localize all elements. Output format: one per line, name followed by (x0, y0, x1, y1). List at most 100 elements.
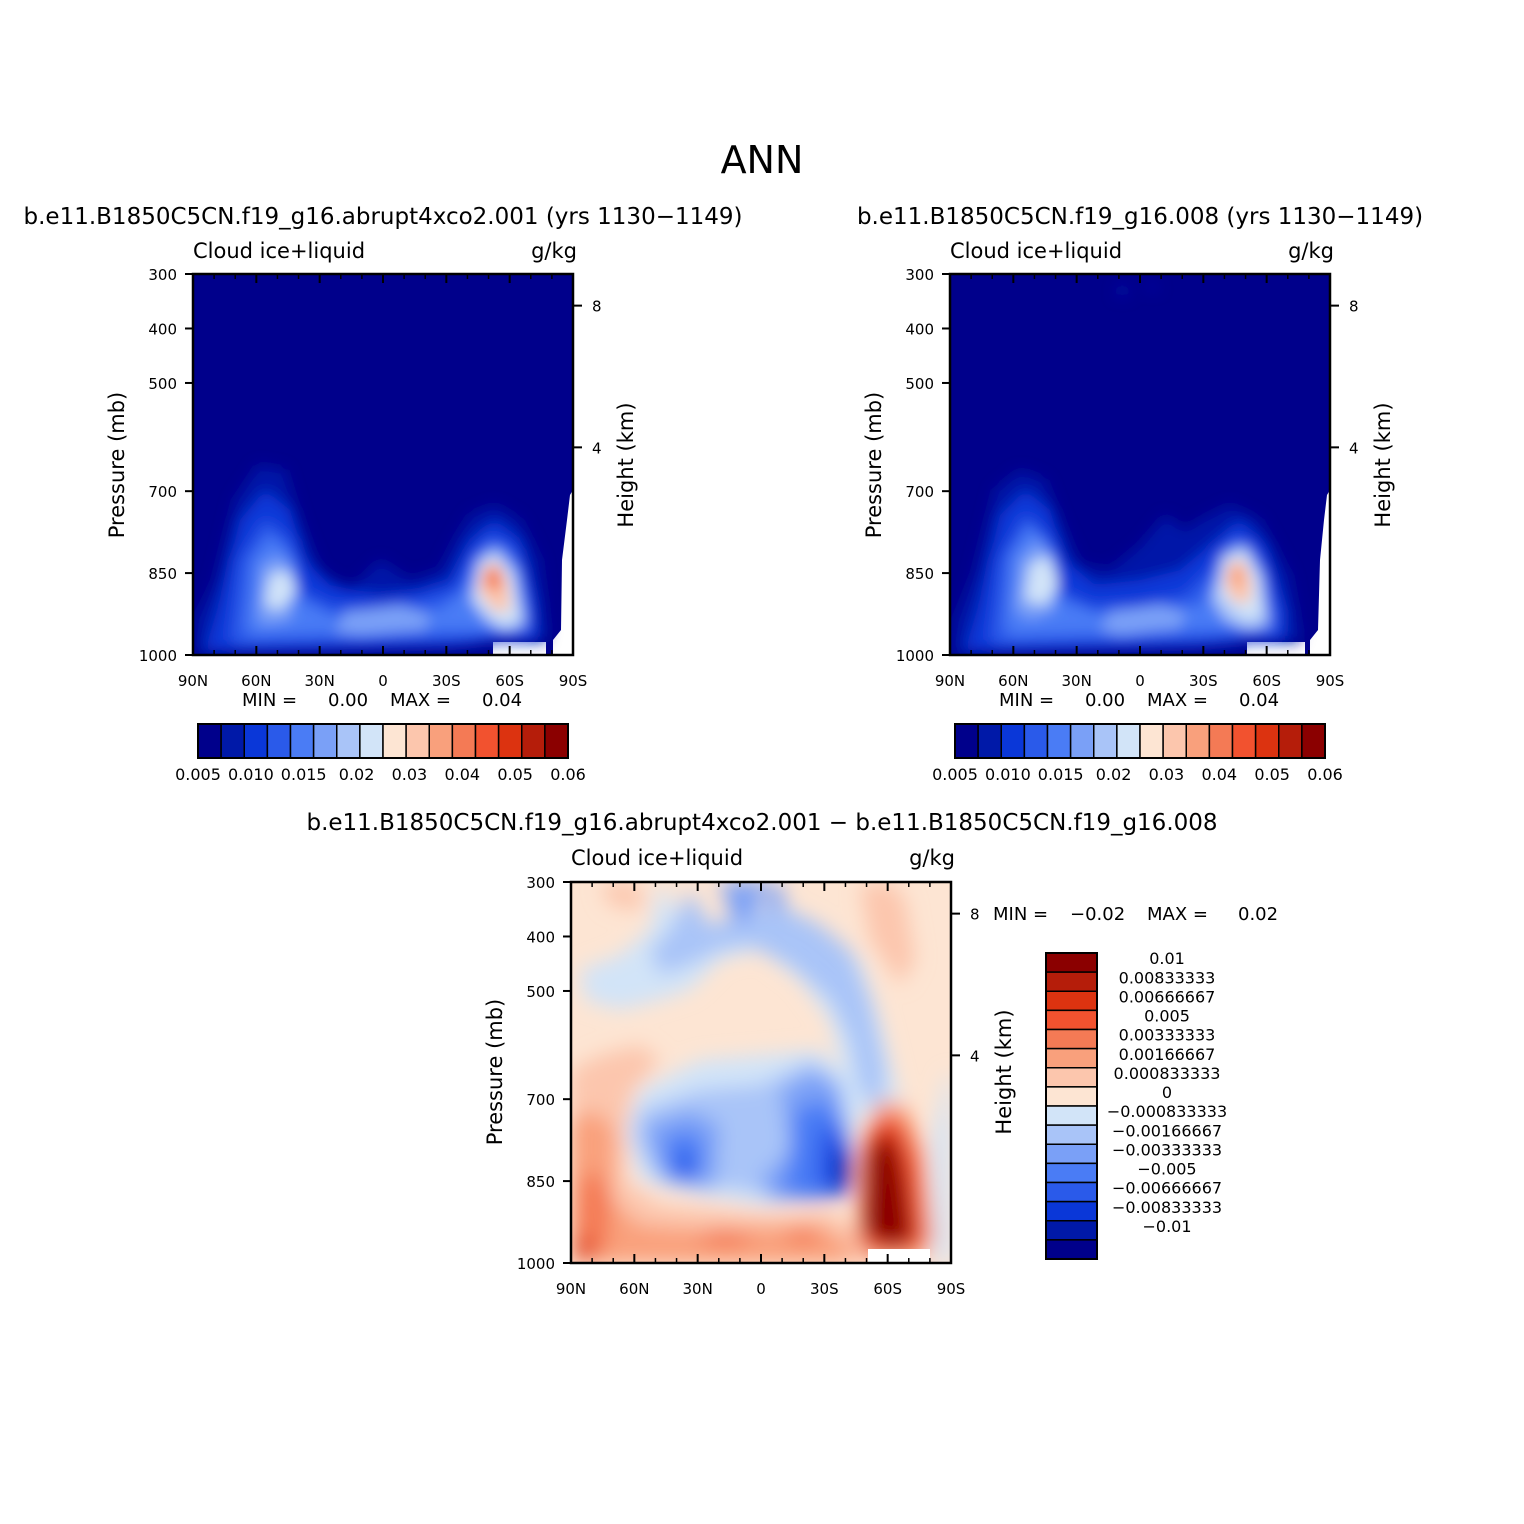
field-contour-band (1229, 566, 1245, 588)
colorbar-label: 0 (1162, 1083, 1172, 1102)
colorbar-label: 0.03 (392, 765, 428, 784)
colorbar-label: 0.03 (1149, 765, 1185, 784)
colorbar-swatch (312, 723, 338, 759)
y-axis-title: Pressure (mb) (105, 392, 129, 539)
field-contour-band (484, 566, 503, 592)
colorbar-label: 0.010 (985, 765, 1031, 784)
main-title: ANN (721, 138, 804, 182)
axes-frame: 90N 60N 30N 0 30S 60S 90S 3004005007008501000 … (517, 874, 980, 1298)
contour-field (193, 274, 573, 655)
panel-variable-label: Cloud ice+liquid (571, 846, 743, 870)
x-tick-label: 30N (1062, 672, 1092, 690)
colorbar-swatch (1045, 1220, 1098, 1241)
colorbar-swatch (1045, 990, 1098, 1012)
x-tick-label: 30S (432, 672, 461, 690)
y-right-axis-title: Height (km) (992, 1009, 1016, 1134)
colorbar-swatch (1045, 1124, 1098, 1145)
colorbar-label: 0.04 (1201, 765, 1237, 784)
y-tick-label: 300 (905, 266, 934, 284)
field-contour-band (864, 1135, 912, 1246)
colorbar-label: 0.000833333 (1114, 1064, 1221, 1083)
axes-frame: 90N 60N 30N 0 30S 60S 90S 3004005007008501000 … (139, 266, 602, 690)
colorbar-swatch (1045, 1162, 1098, 1184)
y-tick-label: 850 (526, 1173, 555, 1191)
colorbar-label: 0.005 (932, 765, 978, 784)
max-value: 0.02 (1238, 904, 1278, 925)
panel-variable-label: Cloud ice+liquid (950, 239, 1122, 263)
field-contour-band (575, 1235, 592, 1260)
field-contour-band (1145, 280, 1160, 290)
max-value: 0.04 (1239, 690, 1279, 711)
colorbar-swatch (1045, 1143, 1098, 1165)
colorbar-swatch (1045, 1181, 1098, 1203)
colorbar-label: 0.015 (281, 765, 327, 784)
x-tick-label: 30S (810, 1280, 839, 1298)
axes-frame: 90N 60N 30N 0 30S 60S 90S 3004005007008501000 … (896, 266, 1359, 690)
field-contour-band (838, 1155, 852, 1190)
colorbar-label: 0.04 (444, 765, 480, 784)
field-contour-band (675, 1150, 695, 1185)
x-tick-label: 90S (559, 672, 588, 690)
y-tick-label: 700 (905, 483, 934, 501)
colorbar-swatch (359, 723, 384, 759)
field-contour-band (335, 605, 430, 635)
y-tick-label: 850 (148, 565, 177, 583)
panel-units-label: g/kg (909, 846, 955, 870)
y-right-tick-label: 8 (1349, 298, 1359, 316)
contour-field (571, 882, 951, 1263)
colorbar-swatch (451, 723, 477, 759)
max-value: 0.04 (482, 690, 522, 711)
colorbar-swatch (1023, 723, 1049, 759)
colorbar-label: 0.005 (175, 765, 221, 784)
colorbar-swatch (1301, 723, 1326, 759)
colorbar-swatch (1045, 1009, 1098, 1031)
colorbar-label: 0.00833333 (1119, 968, 1216, 987)
min-label: MIN = (993, 904, 1048, 925)
field-contour-band (1100, 605, 1185, 635)
x-tick-label: 60S (1252, 672, 1281, 690)
x-tick-label: 90N (935, 672, 965, 690)
colorbar-label: −0.00666667 (1112, 1179, 1222, 1198)
y-right-tick-label: 8 (592, 298, 602, 316)
missing-terrain-mask (1310, 490, 1330, 655)
colorbar-swatch (1116, 723, 1141, 759)
y-tick-label: 1000 (517, 1255, 555, 1273)
colorbar: 0.005 0.010 0.015 0.02 0.03 0.04 0.05 0.06 (932, 723, 1343, 784)
min-label: MIN = (242, 690, 297, 711)
colorbar-label: 0.015 (1038, 765, 1084, 784)
y-right-tick-label: 4 (1349, 439, 1359, 457)
colorbar-swatch (1000, 723, 1026, 759)
y-tick-label: 400 (148, 320, 177, 338)
max-label: MAX = (390, 690, 451, 711)
panel-units-label: g/kg (531, 239, 577, 263)
colorbar-swatch (405, 723, 430, 759)
x-tick-label: 30S (1189, 672, 1218, 690)
colorbar-swatch (428, 723, 454, 759)
panel-difference: b.e11.B1850C5CN.f19_g16.abrupt4xco2.001 … (306, 810, 1278, 1298)
colorbar-label: −0.005 (1137, 1160, 1196, 1179)
colorbar-swatch (1162, 723, 1187, 759)
colorbar-label: −0.00166667 (1112, 1121, 1222, 1140)
y-axis-title: Pressure (mb) (862, 392, 886, 539)
colorbar-swatch (197, 723, 222, 759)
y-tick-label: 400 (526, 928, 555, 946)
contour-field (950, 274, 1330, 655)
y-right-tick-label: 8 (970, 906, 980, 924)
colorbar-swatch (1139, 723, 1164, 759)
colorbar-label: 0.00666667 (1119, 987, 1216, 1006)
y-tick-label: 700 (526, 1091, 555, 1109)
colorbar-label: 0.05 (1254, 765, 1290, 784)
colorbar-swatch (544, 723, 569, 759)
field-contour-band (765, 882, 785, 915)
colorbar-label: 0.00166667 (1119, 1045, 1216, 1064)
x-tick-label: 30N (305, 672, 335, 690)
colorbar-label: 0.06 (1307, 765, 1343, 784)
y-tick-label: 500 (526, 983, 555, 1001)
colorbar-swatch (1045, 1239, 1098, 1260)
missing-terrain-mask (868, 1249, 930, 1263)
y-tick-label: 300 (148, 266, 177, 284)
y-tick-label: 500 (148, 375, 177, 393)
colorbar-label: −0.000833333 (1107, 1102, 1227, 1121)
min-value: 0.00 (328, 690, 368, 711)
y-tick-label: 300 (526, 874, 555, 892)
